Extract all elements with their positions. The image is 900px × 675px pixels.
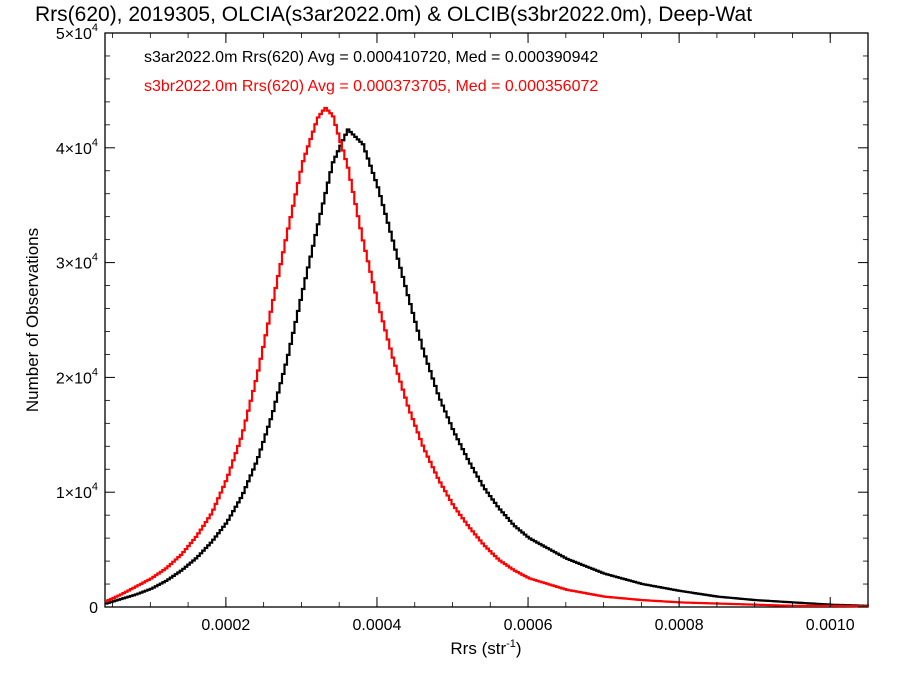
y-tick-label-exponent: 4 bbox=[92, 22, 98, 34]
x-axis-label: Rrs (str-1) bbox=[450, 638, 521, 658]
y-tick-label-base: 3×10 bbox=[56, 256, 92, 273]
x-tick-label: 0.0004 bbox=[352, 617, 401, 634]
x-axis: 0.0002 0.0004 0.0006 0.0008 0.0010 bbox=[112, 33, 869, 634]
x-tick-label: 0.0010 bbox=[806, 617, 855, 634]
plot-frame bbox=[104, 32, 869, 608]
x-axis-label-close: ) bbox=[516, 639, 522, 658]
y-tick-label: 2×104 bbox=[56, 366, 98, 387]
series-line-1 bbox=[105, 128, 869, 607]
y-tick-label-base: 1×10 bbox=[56, 485, 92, 502]
y-axis-label: Number of Observations bbox=[23, 228, 42, 412]
x-axis-label-exponent: -1 bbox=[506, 638, 516, 650]
y-tick-label-base: 5×10 bbox=[56, 26, 92, 43]
y-tick-label-exponent: 4 bbox=[92, 366, 98, 378]
y-tick-label-base: 0 bbox=[89, 600, 98, 617]
series-layer bbox=[105, 106, 869, 608]
x-axis-label-main: Rrs (str bbox=[450, 639, 506, 658]
legend-series-2: s3br2022.0m Rrs(620) Avg = 0.000373705, … bbox=[144, 78, 598, 95]
y-tick-label-exponent: 4 bbox=[92, 481, 98, 493]
y-tick-label-exponent: 4 bbox=[92, 252, 98, 264]
y-tick-label: 5×104 bbox=[56, 22, 98, 43]
y-tick-label-base: 4×10 bbox=[56, 141, 92, 158]
legend-series-1: s3ar2022.0m Rrs(620) Avg = 0.000410720, … bbox=[144, 49, 598, 66]
x-tick-label: 0.0002 bbox=[201, 617, 250, 634]
y-tick-label: 1×104 bbox=[56, 481, 98, 502]
chart-title: Rrs(620), 2019305, OLCIA(s3ar2022.0m) & … bbox=[35, 3, 752, 26]
x-tick-label: 0.0008 bbox=[655, 617, 704, 634]
y-tick-label-base: 2×10 bbox=[56, 370, 92, 387]
y-tick-label: 4×104 bbox=[56, 137, 98, 158]
y-tick-label: 3×104 bbox=[56, 252, 98, 273]
series-line-2 bbox=[105, 106, 869, 608]
x-tick-label: 0.0006 bbox=[504, 617, 553, 634]
y-tick-label-exponent: 4 bbox=[92, 137, 98, 149]
y-tick-label: 0 bbox=[89, 600, 98, 617]
